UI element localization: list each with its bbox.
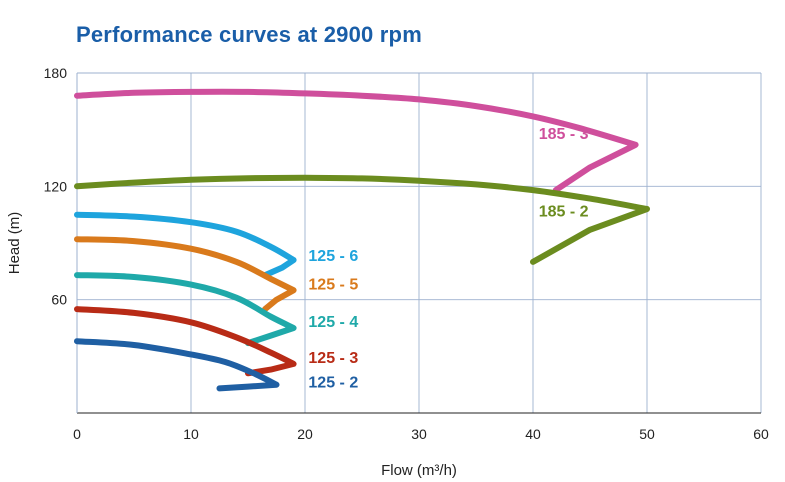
series-label-125-2: 125 - 2 [308,375,358,392]
curve-185-2 [74,174,650,265]
y-tick-label: 180 [44,65,68,81]
x-tick-label: 40 [525,426,541,442]
series-label-185-2: 185 - 2 [539,204,589,221]
series-labels: 185 - 3 185 - 2 125 - 6 125 - 5 125 - 4 125 -… [308,126,588,391]
x-tick-label: 20 [297,426,313,442]
y-tick-label: 120 [44,178,68,194]
curves [74,88,650,392]
x-tick-label: 10 [183,426,199,442]
curve-185-3 [74,88,639,194]
series-label-125-4: 125 - 4 [308,314,358,331]
x-tick-label: 30 [411,426,427,442]
curve-125-2 [74,338,280,392]
series-label-125-3: 125 - 3 [308,350,358,367]
x-tick-label: 60 [753,426,769,442]
curve-125-5 [74,236,297,313]
curve-125-6 [74,211,297,279]
chart-title: Performance curves at 2900 rpm [76,22,422,47]
grid [76,72,762,414]
series-label-125-5: 125 - 5 [308,276,358,293]
curve-125-3 [74,306,297,377]
curve-125-4 [74,272,297,347]
x-tick-label: 0 [73,426,81,442]
x-tick-label: 50 [639,426,655,442]
y-axis-label: Head (m) [6,212,23,275]
x-axis-label: Flow (m³/h) [381,462,457,479]
series-label-125-6: 125 - 6 [308,248,358,265]
series-label-185-3: 185 - 3 [539,126,589,143]
tick-labels: 0 10 20 30 40 50 60 60 120 180 [44,65,769,442]
y-tick-label: 60 [51,292,67,308]
